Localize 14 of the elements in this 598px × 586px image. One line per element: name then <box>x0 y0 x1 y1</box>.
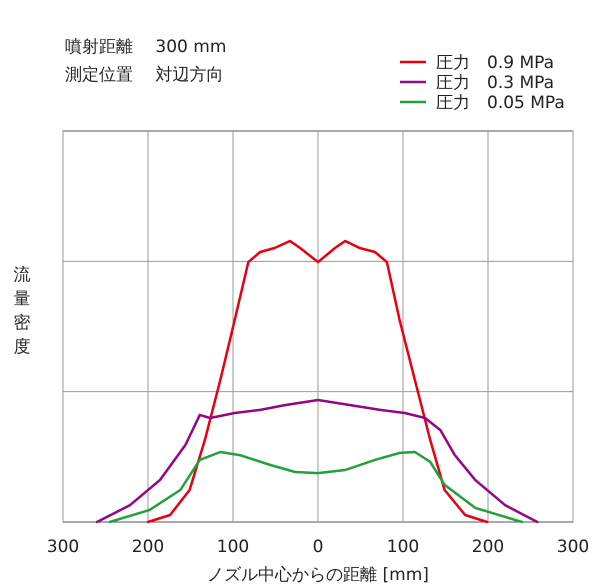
y-axis-title: 流量密度 <box>14 265 30 357</box>
text: 測定位置 対辺方向 <box>65 65 224 85</box>
x-tick-label: 100 <box>216 537 250 557</box>
x-tick-label: 300 <box>556 537 590 557</box>
x-tick-label: 200 <box>132 537 164 557</box>
x-tick-label: 0 <box>312 537 324 557</box>
x-axis-title: ノズル中心からの距離 [mm] <box>207 565 429 585</box>
legend-label: 圧力 0.9 MPa <box>436 53 554 73</box>
x-tick-label: 200 <box>472 537 504 557</box>
legend-label: 圧力 0.3 MPa <box>436 73 554 93</box>
text: 噴射距離 300 mm <box>65 37 226 57</box>
x-tick-label: 300 <box>46 537 80 557</box>
x-tick-label: 100 <box>386 537 420 557</box>
legend-label: 圧力 0.05 MPa <box>436 93 565 113</box>
